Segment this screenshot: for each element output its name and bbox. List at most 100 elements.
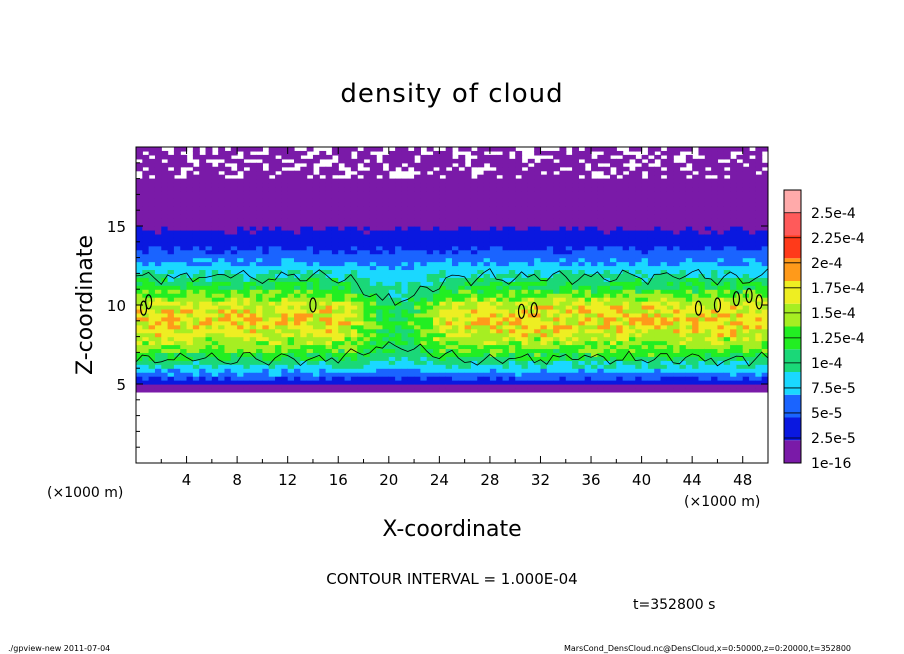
field-cell xyxy=(559,376,567,381)
field-cell xyxy=(256,305,263,310)
field-cell xyxy=(610,249,617,255)
field-cell xyxy=(357,210,365,215)
field-cell xyxy=(357,305,365,310)
field-cell xyxy=(477,305,485,310)
field-cell xyxy=(148,170,156,176)
field-cell xyxy=(496,206,504,211)
field-cell xyxy=(395,364,403,369)
field-cell xyxy=(344,158,352,164)
field-cell xyxy=(452,308,459,314)
field-cell xyxy=(186,316,194,322)
field-cell xyxy=(268,372,276,377)
field-cell xyxy=(369,233,377,239)
field-cell xyxy=(622,277,630,282)
field-cell xyxy=(591,226,598,231)
field-cell xyxy=(572,297,579,302)
field-cell xyxy=(312,312,320,318)
field-cell xyxy=(369,348,377,353)
field-cell xyxy=(268,257,276,263)
field-cell xyxy=(331,214,339,219)
field-cell xyxy=(546,229,554,235)
field-cell xyxy=(591,308,598,314)
field-cell xyxy=(300,253,308,259)
field-cell xyxy=(350,368,358,373)
field-cell xyxy=(666,376,674,381)
field-cell xyxy=(407,281,415,286)
field-cell xyxy=(666,360,674,365)
field-cell xyxy=(388,301,396,306)
field-cell xyxy=(312,316,320,322)
field-cell xyxy=(628,249,636,255)
field-cell xyxy=(584,293,592,298)
field-cell xyxy=(565,206,573,211)
field-cell xyxy=(439,273,447,278)
field-cell xyxy=(338,158,346,164)
field-cell xyxy=(470,289,478,294)
field-cell xyxy=(173,241,181,247)
field-cell xyxy=(496,364,504,369)
field-cell xyxy=(433,364,440,369)
field-cell xyxy=(414,301,421,306)
field-cell xyxy=(243,293,251,298)
field-cell xyxy=(275,222,282,227)
field-cell xyxy=(173,162,181,168)
field-cell xyxy=(369,178,377,184)
field-cell xyxy=(338,384,346,389)
field-cell xyxy=(249,305,257,310)
field-cell xyxy=(534,384,542,389)
field-cell xyxy=(540,214,548,219)
field-cell xyxy=(584,186,592,192)
field-cell xyxy=(199,261,207,267)
field-cell xyxy=(281,348,289,353)
field-cell xyxy=(243,150,251,156)
field-cell xyxy=(224,253,232,259)
field-cell xyxy=(205,301,213,306)
field-cell xyxy=(458,190,466,195)
field-cell xyxy=(540,320,548,326)
field-cell xyxy=(325,202,333,207)
field-cell xyxy=(477,281,485,286)
field-cell xyxy=(489,257,497,263)
field-cell xyxy=(452,261,459,267)
field-cell xyxy=(610,348,617,353)
field-cell xyxy=(628,387,636,393)
field-cell xyxy=(369,320,377,326)
field-cell xyxy=(628,293,636,298)
field-cell xyxy=(521,198,529,203)
field-cell xyxy=(344,253,352,259)
field-cell xyxy=(654,222,662,227)
field-cell xyxy=(224,324,232,330)
field-cell xyxy=(268,376,276,381)
field-cell xyxy=(344,233,352,239)
field-cell xyxy=(654,332,662,338)
field-cell xyxy=(647,305,655,310)
field-cell xyxy=(407,178,415,184)
field-cell xyxy=(325,285,333,290)
field-cell xyxy=(635,265,643,271)
field-cell xyxy=(407,162,415,168)
field-cell xyxy=(603,147,611,152)
field-cell xyxy=(294,174,301,180)
field-cell xyxy=(230,277,238,282)
field-cell xyxy=(192,320,200,326)
field-cell xyxy=(496,372,504,377)
field-cell xyxy=(407,214,415,219)
field-cell xyxy=(211,210,219,215)
field-cell xyxy=(508,229,516,235)
field-cell xyxy=(294,249,301,255)
field-cell xyxy=(439,324,447,330)
field-cell xyxy=(616,364,624,369)
field-cell xyxy=(281,312,289,318)
field-cell xyxy=(275,372,282,377)
field-cell xyxy=(382,210,390,215)
field-cell xyxy=(414,297,421,302)
field-cell xyxy=(173,222,181,227)
field-cell xyxy=(192,305,200,310)
field-cell xyxy=(306,289,314,294)
field-cell xyxy=(439,352,447,357)
field-cell xyxy=(534,150,542,156)
field-cell xyxy=(205,222,213,227)
field-cell xyxy=(230,305,238,310)
field-cell xyxy=(654,269,662,274)
field-cell xyxy=(527,352,535,357)
